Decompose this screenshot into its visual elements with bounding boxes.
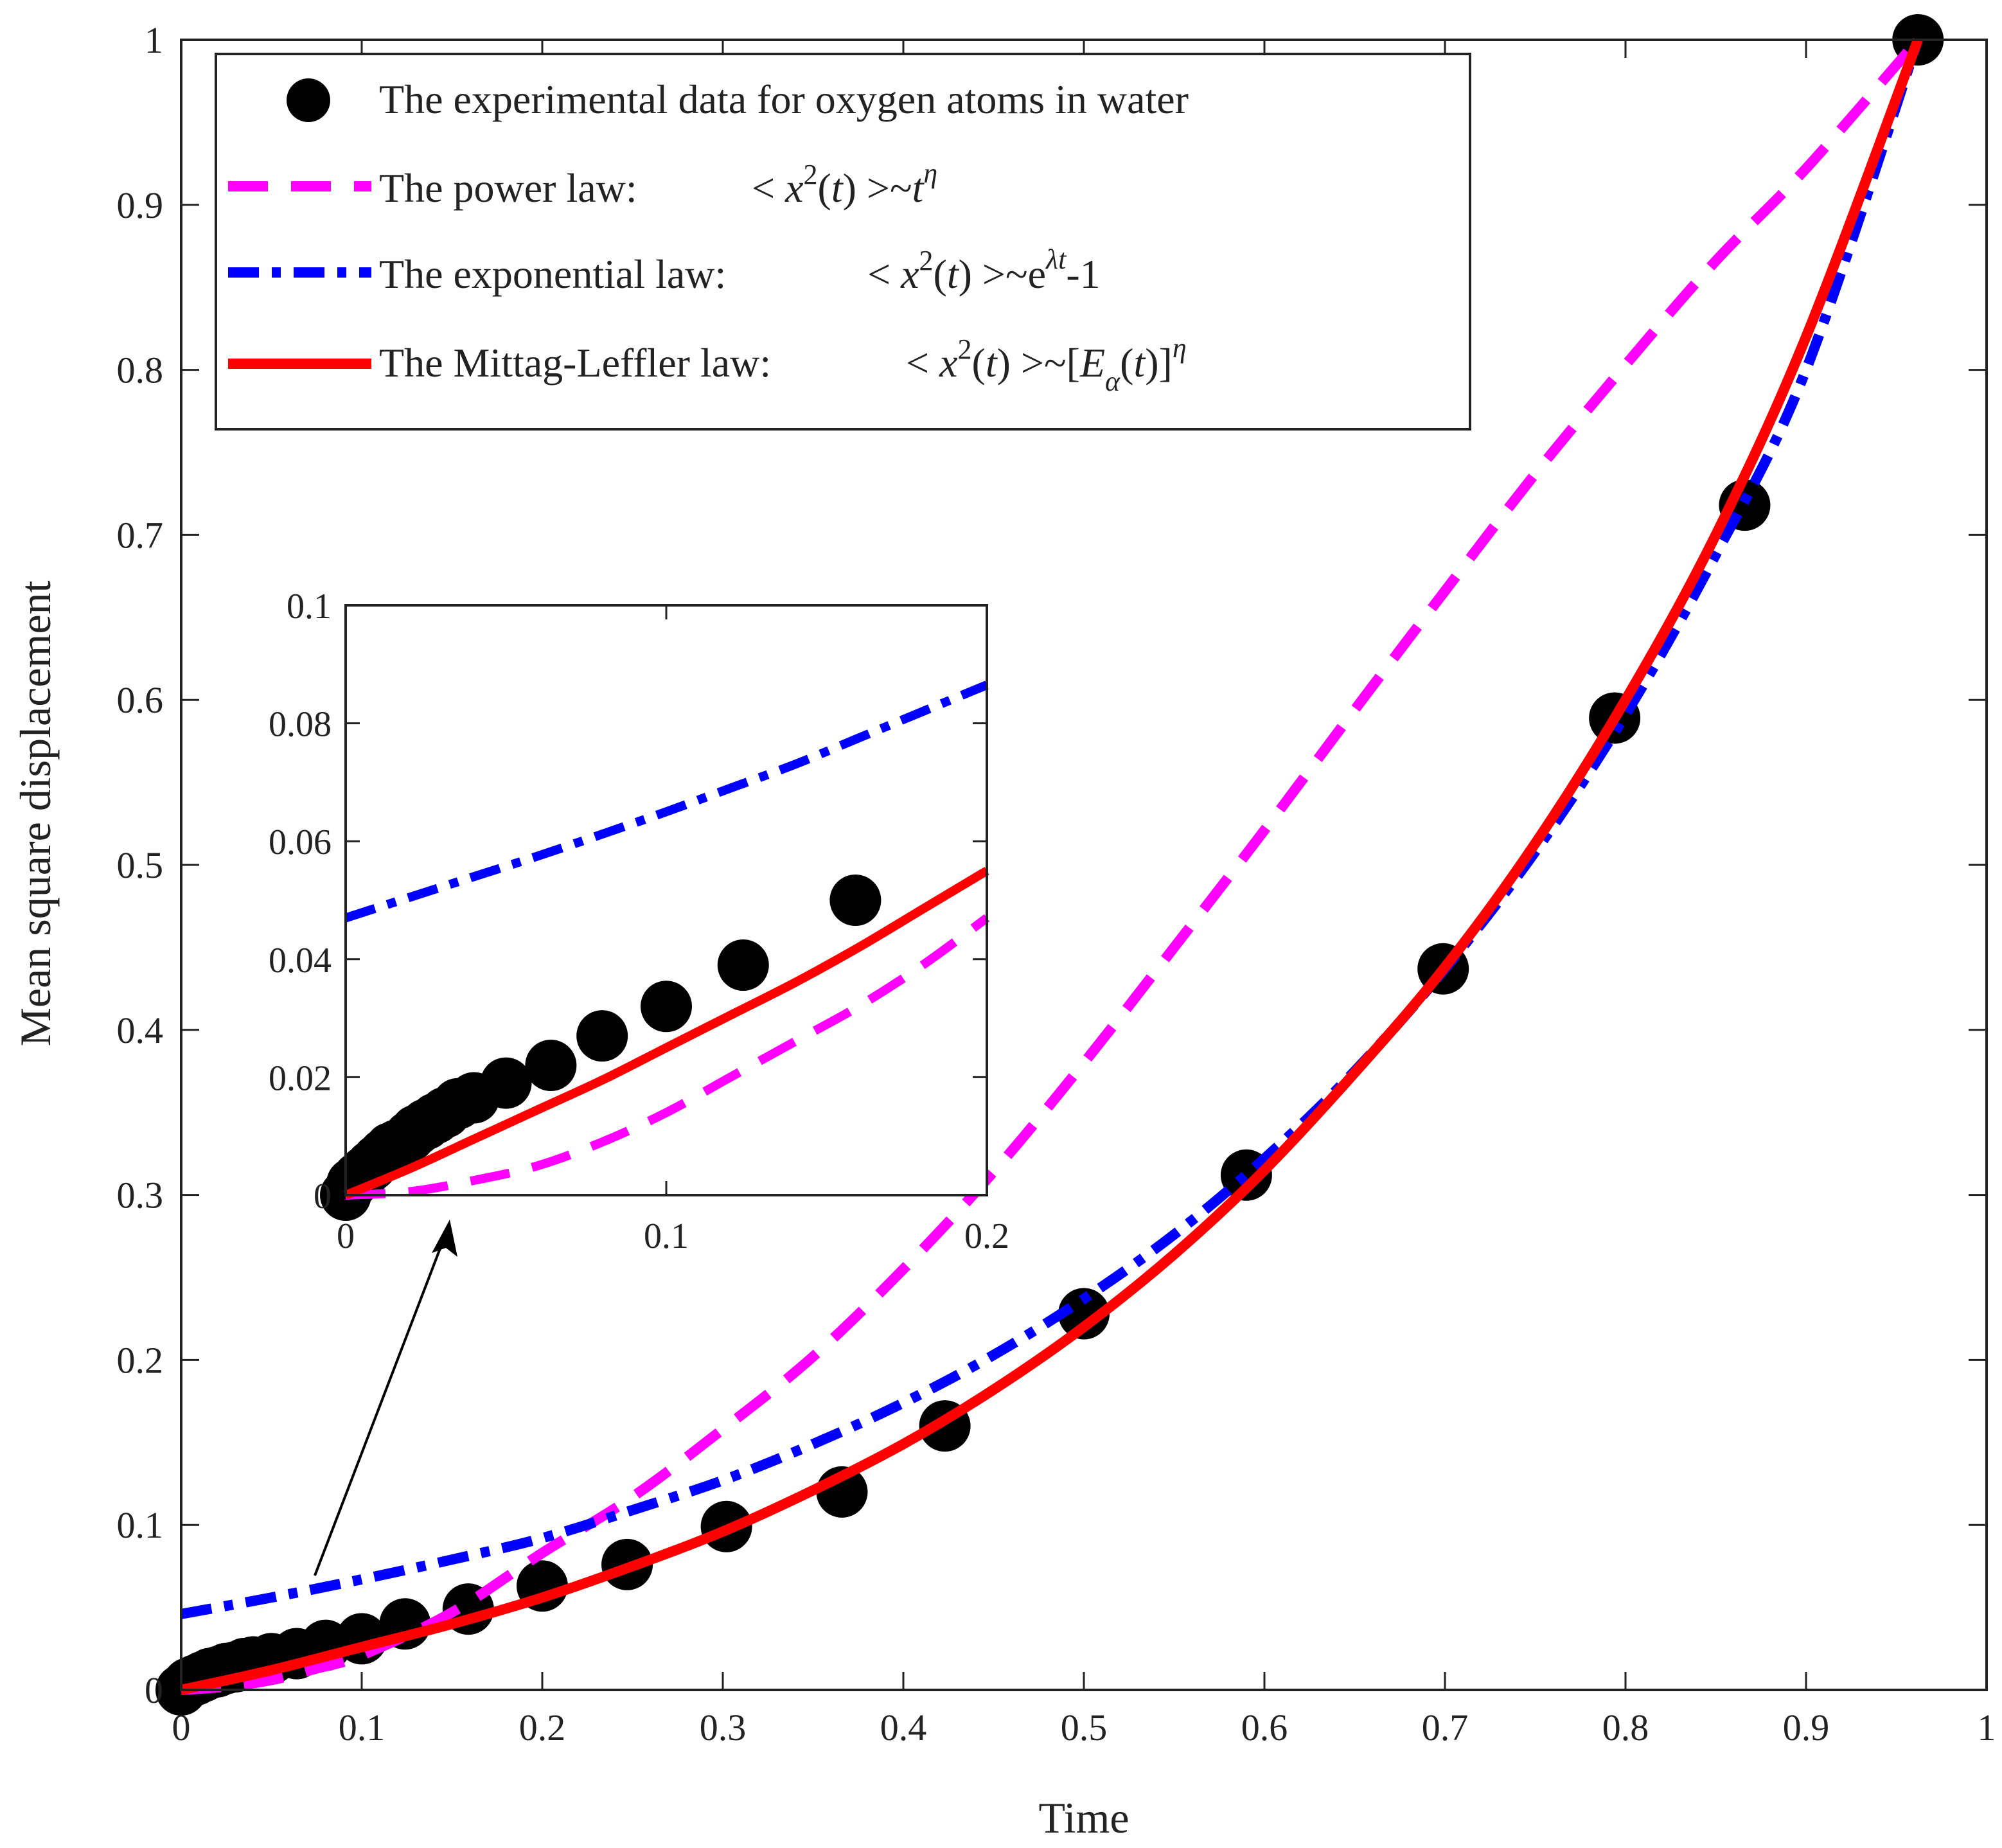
- inset-plot: 0 0.1 0.2 0 0.02 0.04 0.06 0.08 0.1: [269, 587, 1009, 1256]
- main-y-tick-label: 0.7: [117, 514, 164, 556]
- legend-label-power: The power law:: [379, 165, 637, 211]
- inset-line-the-power-law: [345, 914, 990, 1200]
- inset-line-the-exponential-law: [344, 680, 989, 923]
- inset-y-tick-label: 0.08: [269, 705, 332, 745]
- x-axis-title: Time: [1038, 1793, 1129, 1842]
- main-tick-layer: 0 0.1 0.2 0.3 0.4 0.5 0.6 0.7 0.8 0.9 1 0 0.1 0.2 0.3 0…: [117, 19, 1996, 1748]
- inset-line-the-mittag-leffler-law: [344, 867, 989, 1200]
- inset-point-the-experimental-data-for-oxygen-atoms-in-water: [829, 875, 881, 926]
- legend-box: [215, 53, 1471, 431]
- main-y-tick-label: 0: [145, 1669, 163, 1711]
- main-plot: 0 0.1 0.2 0.3 0.4 0.5 0.6 0.7 0.8 0.9 1 0 0.1 0.2 0.3 0…: [11, 14, 1996, 1842]
- main-x-tick-label: 0.3: [700, 1707, 747, 1748]
- main-point-the-experimental-data-for-oxygen-atoms-in-water: [1058, 1288, 1110, 1340]
- inset-point-the-experimental-data-for-oxygen-atoms-in-water: [525, 1040, 577, 1092]
- inset-y-tick-label: 0.1: [287, 587, 332, 626]
- main-x-tick-label: 0.2: [519, 1707, 566, 1748]
- main-y-tick-label: 1: [145, 19, 163, 61]
- main-x-tick-label: 0.6: [1241, 1707, 1288, 1748]
- main-x-tick-label: 0.5: [1061, 1707, 1108, 1748]
- main-line-the-exponential-law: [180, 38, 1923, 1619]
- main-x-tick-label: 0.1: [339, 1707, 385, 1748]
- inset-y-tick-label: 0.04: [269, 941, 332, 981]
- main-x-tick-label: 0.7: [1422, 1707, 1469, 1748]
- main-series-layer: [155, 14, 1944, 1716]
- legend-formula-power: < x2(t) >~tη: [752, 157, 937, 211]
- main-y-tick-label: 0.5: [117, 844, 164, 886]
- inset-y-tick-label: 0.06: [269, 822, 332, 862]
- main-x-tick-label: 0.4: [880, 1707, 927, 1748]
- legend-marker-experimental: [287, 78, 330, 122]
- main-x-tick-label: 1: [1978, 1707, 1996, 1748]
- inset-y-tick-label: 0: [314, 1177, 332, 1216]
- legend-label-experimental: The experimental data for oxygen atoms i…: [379, 76, 1189, 122]
- zoom-arrow-head: [432, 1220, 457, 1257]
- inset-y-tick-label: 0.02: [269, 1058, 332, 1098]
- main-y-tick-label: 0.2: [117, 1339, 164, 1381]
- main-y-tick-label: 0.4: [117, 1009, 164, 1051]
- inset-point-the-experimental-data-for-oxygen-atoms-in-water: [480, 1057, 532, 1109]
- main-y-tick-label: 0.8: [117, 350, 164, 391]
- inset-tick-layer: 0 0.1 0.2 0 0.02 0.04 0.06 0.08 0.1: [269, 587, 1009, 1256]
- inset-point-the-experimental-data-for-oxygen-atoms-in-water: [641, 981, 692, 1033]
- inset-x-tick-label: 0.1: [644, 1216, 689, 1256]
- legend-label-exponential: The exponential law:: [379, 251, 726, 297]
- main-x-tick-label: 0: [172, 1707, 191, 1748]
- zoom-arrow: [314, 1220, 457, 1576]
- legend: The experimental data for oxygen atoms i…: [215, 53, 1471, 431]
- main-x-tick-label: 0.9: [1783, 1707, 1830, 1748]
- y-axis-title: Mean square displacement: [11, 580, 60, 1046]
- main-y-tick-label: 0.6: [117, 679, 164, 721]
- inset-x-tick-label: 0: [337, 1216, 355, 1256]
- main-y-tick-label: 0.3: [117, 1175, 164, 1216]
- legend-label-mittag: The Mittag-Leffler law:: [379, 340, 771, 386]
- inset-point-the-experimental-data-for-oxygen-atoms-in-water: [717, 939, 769, 991]
- main-x-tick-label: 0.8: [1602, 1707, 1649, 1748]
- main-y-tick-label: 0.1: [117, 1504, 164, 1546]
- main-y-tick-label: 0.9: [117, 184, 164, 226]
- main-line-the-power-law: [181, 36, 1922, 1695]
- main-line-the-mittag-leffler-law: [180, 38, 1923, 1695]
- inset-x-tick-label: 0.2: [964, 1216, 1009, 1256]
- zoom-arrow-shaft: [314, 1239, 445, 1576]
- inset-point-the-experimental-data-for-oxygen-atoms-in-water: [576, 1010, 628, 1062]
